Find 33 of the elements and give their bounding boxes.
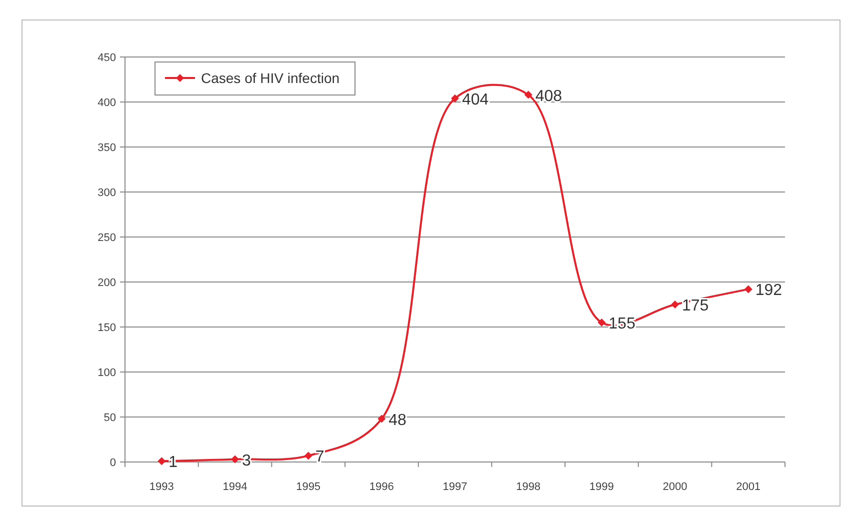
- x-tick-label: 1995: [296, 481, 321, 493]
- point: [231, 455, 239, 464]
- y-tick-label: 50: [104, 412, 116, 424]
- y-tick-label: 0: [110, 457, 116, 469]
- point: [451, 94, 459, 102]
- x-tick-label: 1993: [149, 481, 174, 493]
- data-label: 7: [315, 448, 324, 466]
- x-tick-label: 2001: [736, 481, 761, 493]
- legend-label: Cases of HIV infection: [201, 70, 340, 86]
- y-tick-label: 450: [98, 52, 116, 64]
- point: [744, 285, 752, 294]
- point: [158, 457, 166, 466]
- point: [304, 452, 312, 460]
- data-label: 192: [755, 282, 782, 300]
- x-tick-label: 1999: [589, 481, 614, 493]
- x-tick-label: 1997: [442, 481, 468, 493]
- y-tick-label: 300: [98, 187, 116, 199]
- data-label: 408: [535, 88, 562, 105]
- y-tick-label: 350: [98, 142, 116, 154]
- data-label: 175: [682, 298, 709, 314]
- point: [598, 318, 606, 326]
- y-tick-label: 400: [98, 97, 116, 109]
- x-tick-label: 1996: [369, 481, 394, 493]
- y-tick-label: 100: [98, 367, 116, 379]
- x-tick-label: 1998: [516, 481, 541, 493]
- y-tick-label: 250: [98, 232, 116, 244]
- x-tick-label: 2000: [662, 481, 688, 493]
- x-tick-label: 1994: [222, 481, 248, 493]
- point: [671, 300, 679, 308]
- y-tick-label: 200: [98, 277, 116, 289]
- y-tick-label: 150: [98, 322, 116, 334]
- point: [378, 414, 386, 423]
- point: [524, 90, 532, 99]
